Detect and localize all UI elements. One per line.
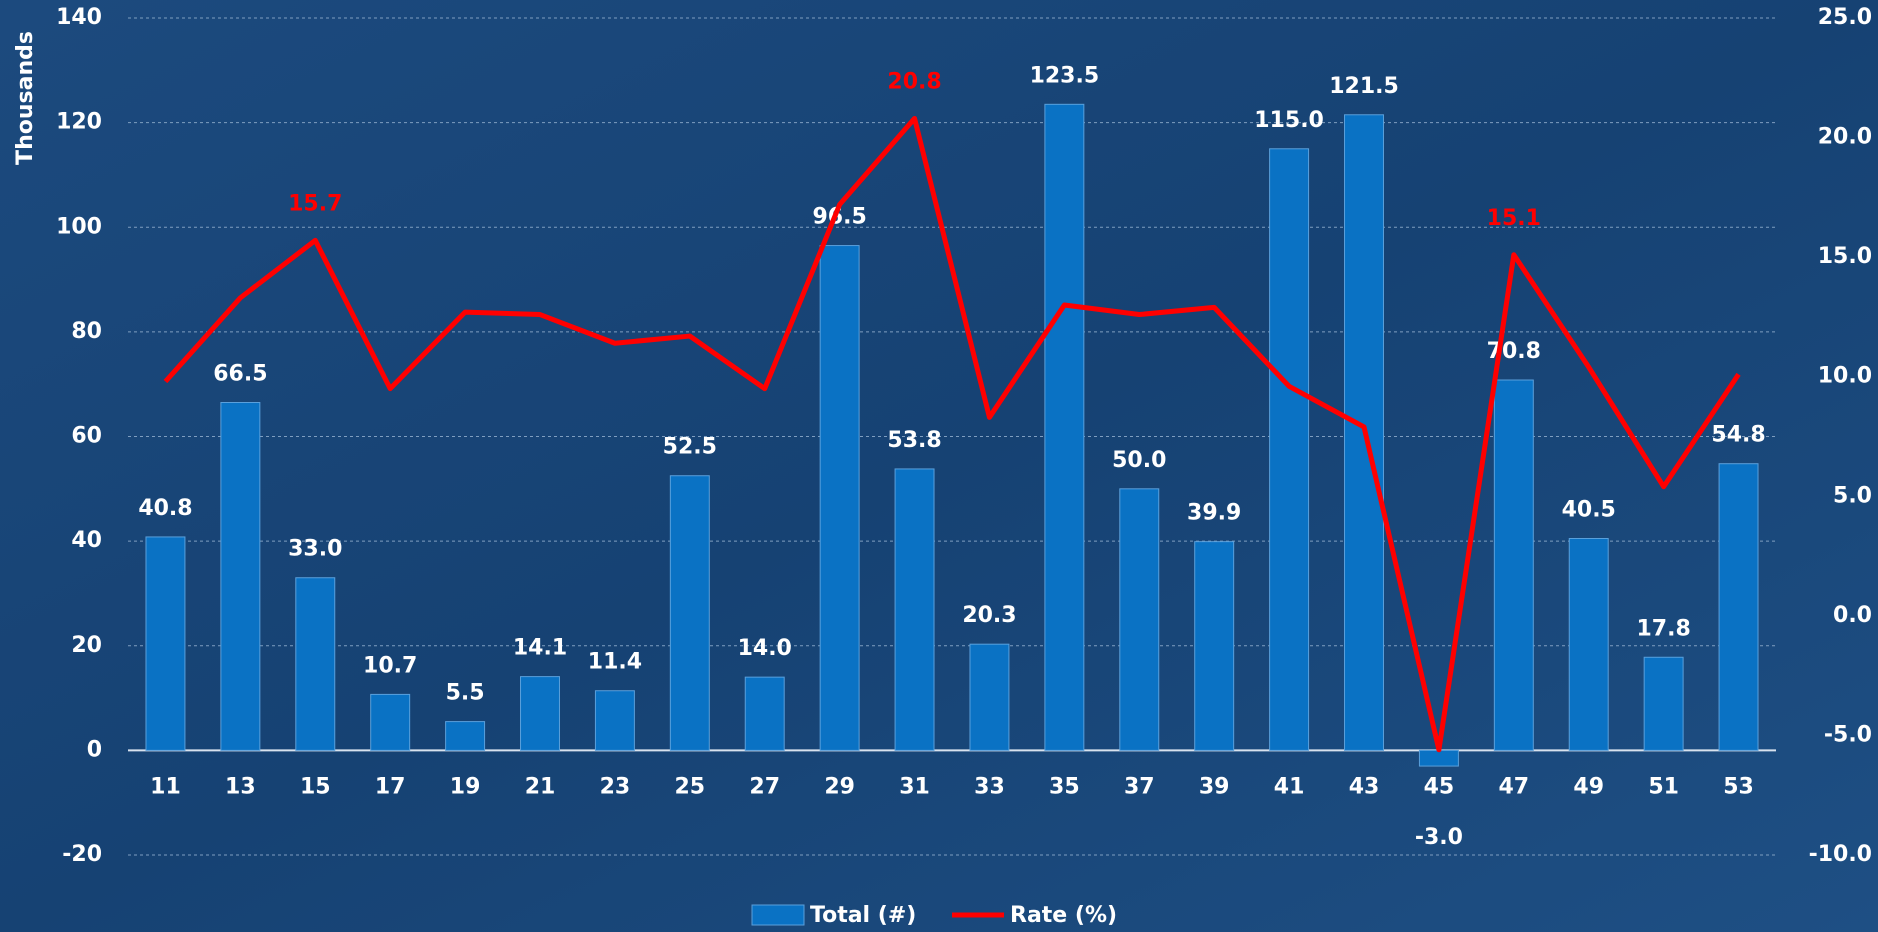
bar bbox=[744, 676, 785, 751]
x-tick-label: 35 bbox=[1049, 774, 1080, 799]
bar bbox=[445, 721, 486, 751]
bar bbox=[1643, 656, 1684, 751]
bar bbox=[594, 690, 635, 751]
y2-tick-label: 25.0 bbox=[1818, 5, 1872, 30]
bar bbox=[1418, 749, 1459, 767]
legend-swatch bbox=[751, 904, 805, 926]
legend-label: Total (#) bbox=[810, 903, 916, 928]
bar-value-label: 14.0 bbox=[738, 636, 792, 661]
x-tick-label: 17 bbox=[375, 774, 406, 799]
bar bbox=[819, 245, 860, 751]
x-tick-label: 37 bbox=[1124, 774, 1155, 799]
legend-label: Rate (%) bbox=[1010, 903, 1117, 928]
y2-tick-label: 0.0 bbox=[1833, 603, 1872, 628]
bar bbox=[894, 468, 935, 751]
bar-value-label: 121.5 bbox=[1329, 74, 1399, 99]
y-tick-label: 60 bbox=[71, 424, 102, 449]
y-tick-label: 140 bbox=[56, 5, 102, 30]
bar-value-label: 54.8 bbox=[1711, 423, 1765, 448]
bar-value-label: 10.7 bbox=[363, 653, 417, 678]
x-tick-label: 19 bbox=[450, 774, 481, 799]
x-tick-label: 51 bbox=[1648, 774, 1679, 799]
y2-tick-label: 15.0 bbox=[1818, 244, 1872, 269]
x-tick-label: 11 bbox=[150, 774, 181, 799]
bar-value-label: 50.0 bbox=[1112, 448, 1166, 473]
bar bbox=[1044, 103, 1085, 751]
line-value-label: 15.7 bbox=[288, 191, 342, 216]
bar-value-label: 33.0 bbox=[288, 537, 342, 562]
x-tick-label: 45 bbox=[1424, 774, 1455, 799]
bar bbox=[1269, 148, 1310, 751]
bar-value-label: 5.5 bbox=[446, 681, 485, 706]
bar bbox=[520, 676, 560, 751]
bar bbox=[1718, 463, 1759, 751]
bar bbox=[370, 693, 411, 751]
bar-value-label: 17.8 bbox=[1636, 616, 1690, 641]
y-tick-label: 100 bbox=[56, 214, 102, 239]
bar-value-label: 40.8 bbox=[138, 496, 192, 521]
x-tick-label: 47 bbox=[1499, 774, 1530, 799]
bar-value-label: 39.9 bbox=[1187, 501, 1241, 526]
x-tick-label: 39 bbox=[1199, 774, 1230, 799]
bar bbox=[220, 401, 261, 751]
x-tick-label: 23 bbox=[600, 774, 631, 799]
y-tick-label: 40 bbox=[71, 528, 102, 553]
y-tick-label: 120 bbox=[56, 110, 102, 135]
y-axis-title: Thousands bbox=[13, 31, 38, 165]
bar bbox=[1493, 379, 1534, 751]
y2-tick-label: -5.0 bbox=[1824, 722, 1872, 747]
y-tick-label: 0 bbox=[87, 737, 102, 762]
y-tick-label: 20 bbox=[71, 633, 102, 658]
bar-value-label: 14.1 bbox=[513, 636, 567, 661]
bar-value-label: 66.5 bbox=[213, 361, 267, 386]
rate-line bbox=[163, 115, 1741, 753]
bar-value-label: 123.5 bbox=[1030, 63, 1100, 88]
x-tick-label: 25 bbox=[675, 774, 706, 799]
bar-value-label: 11.4 bbox=[588, 650, 642, 675]
y2-tick-label: 20.0 bbox=[1818, 125, 1872, 150]
x-tick-label: 29 bbox=[824, 774, 855, 799]
bar bbox=[969, 643, 1010, 751]
bar-value-label: 52.5 bbox=[663, 435, 717, 460]
bar bbox=[669, 475, 710, 751]
bar-value-label: 70.8 bbox=[1487, 339, 1541, 364]
x-tick-label: 53 bbox=[1723, 774, 1754, 799]
x-tick-label: 43 bbox=[1349, 774, 1380, 799]
x-tick-label: 49 bbox=[1573, 774, 1604, 799]
y2-tick-label: 10.0 bbox=[1818, 364, 1872, 389]
x-tick-label: 15 bbox=[300, 774, 331, 799]
x-tick-label: 13 bbox=[225, 774, 256, 799]
bar-value-label: 20.3 bbox=[962, 603, 1016, 628]
bar-value-label: -3.0 bbox=[1415, 825, 1463, 850]
bar bbox=[295, 577, 336, 751]
line-value-label: 20.8 bbox=[887, 69, 941, 94]
bar bbox=[1568, 538, 1609, 751]
y2-tick-label: -10.0 bbox=[1809, 842, 1872, 867]
x-tick-label: 33 bbox=[974, 774, 1005, 799]
bar-value-label: 40.5 bbox=[1562, 498, 1616, 523]
bar bbox=[1194, 541, 1235, 751]
y-tick-label: -20 bbox=[62, 842, 102, 867]
x-tick-label: 41 bbox=[1274, 774, 1305, 799]
x-tick-label: 27 bbox=[749, 774, 780, 799]
bar bbox=[145, 536, 186, 751]
y2-tick-label: 5.0 bbox=[1833, 483, 1872, 508]
bar-value-label: 115.0 bbox=[1254, 108, 1324, 133]
x-tick-label: 31 bbox=[899, 774, 930, 799]
line-value-label: 15.1 bbox=[1487, 206, 1541, 231]
x-tick-label: 21 bbox=[525, 774, 556, 799]
bar bbox=[1119, 488, 1160, 751]
bar-value-label: 53.8 bbox=[887, 428, 941, 453]
y-tick-label: 80 bbox=[71, 319, 102, 344]
